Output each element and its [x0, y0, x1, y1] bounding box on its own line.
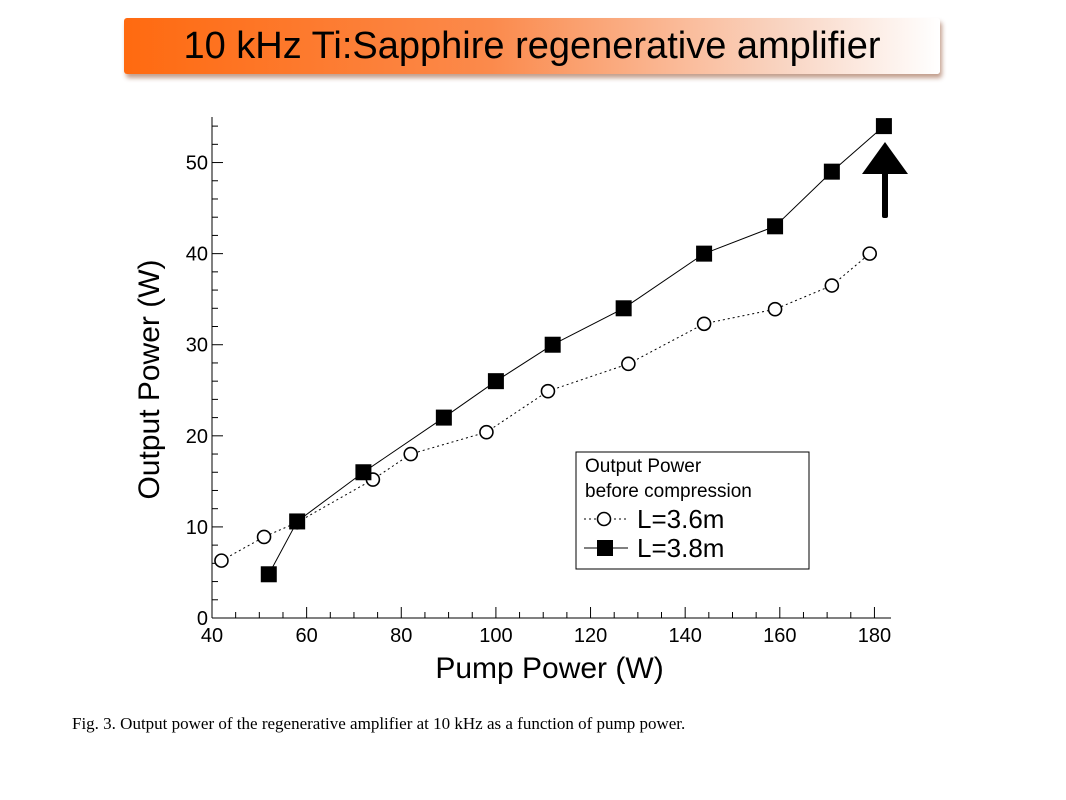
- x-tick-label: 180: [858, 625, 891, 647]
- data-point-l38: [435, 409, 452, 426]
- x-tick-label: 60: [296, 625, 318, 647]
- y-tick-label: 20: [186, 426, 208, 448]
- y-tick-label: 40: [186, 244, 208, 266]
- y-tick-label: 0: [197, 608, 208, 630]
- data-point-l38: [696, 245, 713, 262]
- data-point-l36: [540, 383, 556, 399]
- y-tick-label: 30: [186, 335, 208, 357]
- data-point-l36: [824, 278, 840, 293]
- x-tick-label: 140: [668, 625, 701, 647]
- data-point-l38: [260, 566, 277, 583]
- up-arrow-icon: [862, 142, 908, 218]
- title-banner: 10 kHz Ti:Sapphire regenerative amplifie…: [124, 18, 940, 74]
- legend-label-l36: L=3.6m: [637, 504, 724, 534]
- axes: 40 60 80 100 120 140 160 180 0 10 20 30 40 50 Pump Pow…: [133, 117, 891, 685]
- x-tick-label: 80: [390, 625, 412, 647]
- y-axis-label: Output Power (W): [133, 259, 166, 499]
- legend-title-line1: Output Power: [585, 456, 702, 477]
- data-point-l36: [403, 446, 419, 462]
- x-tick-label: 100: [479, 625, 512, 647]
- figure-caption: Fig. 3. Output power of the regenerative…: [72, 714, 686, 733]
- data-point-l36: [767, 301, 783, 317]
- data-point-l38: [615, 300, 632, 317]
- legend-box: [575, 451, 810, 570]
- data-point-l38: [355, 464, 372, 481]
- data-point-l38: [823, 163, 840, 180]
- legend-label-l38: L=3.8m: [637, 533, 724, 563]
- y-tick-label: 50: [186, 153, 208, 175]
- legend: Output Power before compressionL=3.6mL=3.…: [575, 451, 810, 570]
- series-layer: [214, 118, 892, 583]
- x-axis-label: Pump Power (W): [435, 652, 663, 685]
- legend-marker-l36: [596, 511, 612, 527]
- data-point-l36: [214, 553, 229, 568]
- data-point-l38: [544, 336, 561, 353]
- y-tick-label: 10: [186, 517, 208, 539]
- data-point-l36: [256, 529, 272, 545]
- data-point-l36: [862, 246, 878, 261]
- x-tick-label: 40: [201, 625, 223, 647]
- x-tick-label: 120: [574, 625, 607, 647]
- x-tick-label: 160: [763, 625, 796, 647]
- data-point-l38: [767, 218, 784, 235]
- data-point-l36: [479, 424, 494, 440]
- data-point-l36: [696, 316, 712, 332]
- data-point-l38: [289, 513, 306, 530]
- data-point-l38: [487, 373, 504, 390]
- legend-marker-l38: [597, 540, 613, 556]
- legend-title-line2: before compression: [585, 481, 752, 502]
- slide-title: 10 kHz Ti:Sapphire regenerative amplifie…: [183, 25, 881, 67]
- data-point-l36: [621, 356, 636, 372]
- data-point-l38: [875, 118, 892, 135]
